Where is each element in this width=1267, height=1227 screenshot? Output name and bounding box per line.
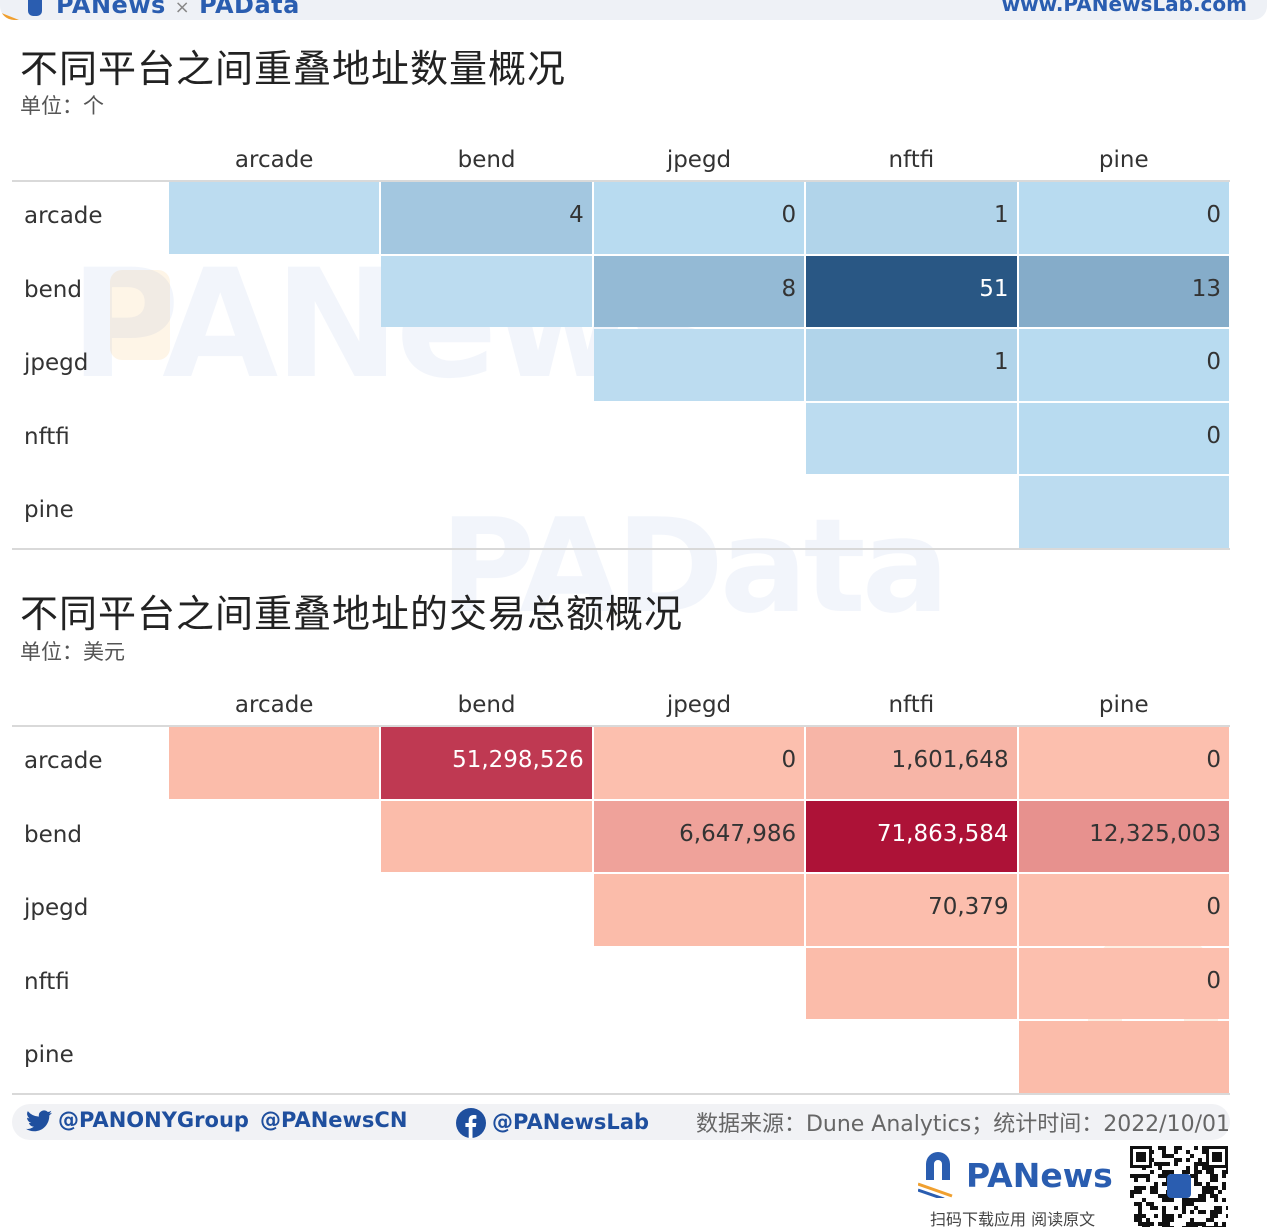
heatmap-cell-nftfi-pine: 0 xyxy=(1018,947,1229,1019)
row-header-arcade: arcade xyxy=(24,203,103,229)
heatmap-cell-arcade-nftfi: 1,601,648 xyxy=(806,727,1017,799)
heatmap-cell-bend-nftfi: 51 xyxy=(806,255,1017,327)
heatmap-cell-arcade-pine: 0 xyxy=(1018,182,1229,254)
footer-twitter-handle: @PANONYGroup xyxy=(58,1108,249,1132)
heatmap-cell-arcade-nftfi: 1 xyxy=(806,182,1017,254)
row-header-nftfi: nftfi xyxy=(24,968,70,995)
footer-twitter[interactable]: @PANONYGroup xyxy=(26,1108,249,1132)
column-header-jpegd: jpegd xyxy=(666,692,732,718)
brand-padata: PAData xyxy=(199,0,300,19)
heatmap-cell-jpegd-pine: 0 xyxy=(1018,874,1229,946)
heatmap-cell-jpegd-pine: 0 xyxy=(1018,329,1229,401)
column-header-pine: pine xyxy=(1098,147,1149,173)
footer-caption: 扫码下载应用 阅读原文 xyxy=(930,1210,1096,1227)
chart2-subtitle: 单位：美元 xyxy=(20,640,125,664)
heatmap-cell-jpegd-jpegd xyxy=(593,329,805,401)
heatmap-cell-pine-pine xyxy=(1018,476,1229,548)
brand-separator: × xyxy=(174,0,191,18)
brand-panews: PANews xyxy=(56,0,166,19)
footer-weibo-handle[interactable]: @PANewsCN xyxy=(260,1108,408,1132)
heatmap-cell-nftfi-nftfi xyxy=(806,402,1017,474)
row-header-bend: bend xyxy=(24,276,82,303)
column-header-pine: pine xyxy=(1098,692,1149,718)
footer-brand: PANews xyxy=(918,1150,1118,1198)
heatmap-cell-arcade-jpegd: 0 xyxy=(593,727,805,799)
twitter-icon xyxy=(26,1110,52,1132)
heatmap-cell-bend-pine: 12,325,003 xyxy=(1018,800,1229,872)
header-brand: PANews × PAData xyxy=(56,0,300,19)
heatmap-cell-jpegd-nftfi: 1 xyxy=(806,329,1017,401)
column-header-arcade: arcade xyxy=(234,692,314,718)
row-header-arcade: arcade xyxy=(24,748,103,774)
heatmap-cell-arcade-bend: 51,298,526 xyxy=(381,727,592,799)
chart1-title: 不同平台之间重叠地址数量概况 xyxy=(20,47,567,91)
heatmap-bottom-rule xyxy=(12,1092,1230,1095)
heatmap-cell-jpegd-jpegd xyxy=(593,874,805,946)
row-header-pine: pine xyxy=(24,497,74,523)
heatmap-cell-jpegd-nftfi: 70,379 xyxy=(806,874,1017,946)
heatmap-cell-arcade-pine: 0 xyxy=(1018,727,1229,799)
column-header-nftfi: nftfi xyxy=(888,692,935,718)
heatmap-bottom-rule xyxy=(12,547,1230,550)
footer-bar: @PANONYGroup @PANewsCN @PANewsLab 数据来源：D… xyxy=(12,1104,1230,1140)
row-header-jpegd: jpegd xyxy=(24,350,89,376)
footer-source: 数据来源：Dune Analytics；统计时间：2022/10/01 xyxy=(695,1112,1230,1137)
column-header-bend: bend xyxy=(457,692,516,718)
heatmap-cell-pine-pine xyxy=(1018,1021,1229,1093)
heatmap-cell-bend-bend xyxy=(381,255,592,327)
heatmap-cell-arcade-arcade xyxy=(169,727,380,799)
row-header-nftfi: nftfi xyxy=(24,423,70,450)
heatmap-top-rule xyxy=(12,725,1230,727)
heatmap-cell-arcade-jpegd: 0 xyxy=(593,182,805,254)
chart2-title: 不同平台之间重叠地址的交易总额概况 xyxy=(20,592,684,636)
footer-brand-name: PANews xyxy=(966,1156,1113,1195)
heatmap-cell-arcade-bend: 4 xyxy=(381,182,592,254)
heatmap-cell-bend-jpegd: 8 xyxy=(593,255,805,327)
qr-code-icon[interactable] xyxy=(1130,1146,1228,1227)
heatmap-cell-nftfi-nftfi xyxy=(806,947,1017,1019)
facebook-icon xyxy=(456,1108,486,1138)
heatmap-cell-bend-nftfi: 71,863,584 xyxy=(806,800,1017,872)
column-header-nftfi: nftfi xyxy=(888,147,935,173)
heatmap-cell-bend-jpegd: 6,647,986 xyxy=(593,800,805,872)
panews-logo-icon xyxy=(0,0,42,20)
footer-facebook[interactable]: @PANewsLab xyxy=(456,1108,649,1138)
chart1-subtitle: 单位：个 xyxy=(20,94,104,118)
heatmap-cell-arcade-arcade xyxy=(169,182,380,254)
heatmap-top-rule xyxy=(12,180,1230,182)
header-bar: PANews × PAData www.PANewsLab.com xyxy=(0,0,1267,20)
column-header-bend: bend xyxy=(457,147,516,173)
heatmap-cell-bend-bend xyxy=(381,800,592,872)
header-site-link[interactable]: www.PANewsLab.com xyxy=(1001,0,1247,16)
row-header-bend: bend xyxy=(24,821,82,848)
panews-logo-icon xyxy=(918,1152,953,1198)
heatmap-cell-nftfi-pine: 0 xyxy=(1018,402,1229,474)
column-header-arcade: arcade xyxy=(234,147,314,173)
row-header-pine: pine xyxy=(24,1042,74,1068)
row-header-jpegd: jpegd xyxy=(24,895,89,921)
heatmap-cell-bend-pine: 13 xyxy=(1018,255,1229,327)
footer-facebook-handle: @PANewsLab xyxy=(492,1110,650,1134)
column-header-jpegd: jpegd xyxy=(666,147,732,173)
